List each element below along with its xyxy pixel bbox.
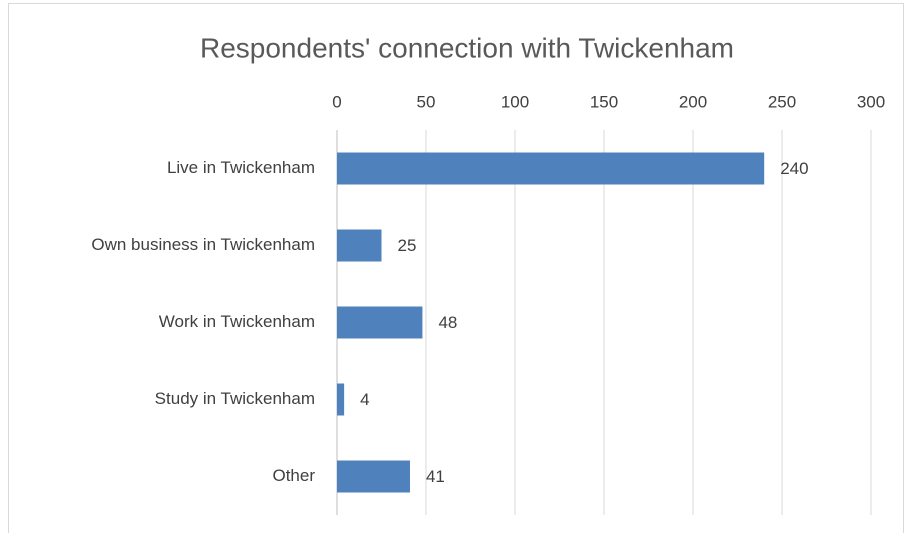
chart-title: Respondents' connection with Twickenham xyxy=(200,32,734,63)
data-label: 25 xyxy=(398,236,417,255)
y-tick-label: Study in Twickenham xyxy=(155,389,315,408)
x-tick-label: 300 xyxy=(857,92,885,111)
chart-border xyxy=(8,3,904,533)
x-tick-label: 200 xyxy=(679,92,707,111)
y-tick-label: Live in Twickenham xyxy=(167,158,315,177)
bar xyxy=(337,460,410,493)
bar xyxy=(337,306,423,339)
data-label: 41 xyxy=(426,467,445,486)
x-tick-label: 0 xyxy=(332,92,341,111)
y-tick-label: Work in Twickenham xyxy=(159,312,315,331)
x-tick-label: 150 xyxy=(590,92,618,111)
data-label: 240 xyxy=(780,159,808,178)
x-tick-label: 50 xyxy=(417,92,436,111)
bar xyxy=(337,229,382,262)
bar xyxy=(337,152,765,185)
data-label: 48 xyxy=(438,313,457,332)
x-tick-label: 100 xyxy=(501,92,529,111)
y-tick-label: Other xyxy=(272,466,315,485)
y-tick-label: Own business in Twickenham xyxy=(91,235,315,254)
data-label: 4 xyxy=(360,390,369,409)
bar xyxy=(337,383,345,416)
x-tick-label: 250 xyxy=(768,92,796,111)
